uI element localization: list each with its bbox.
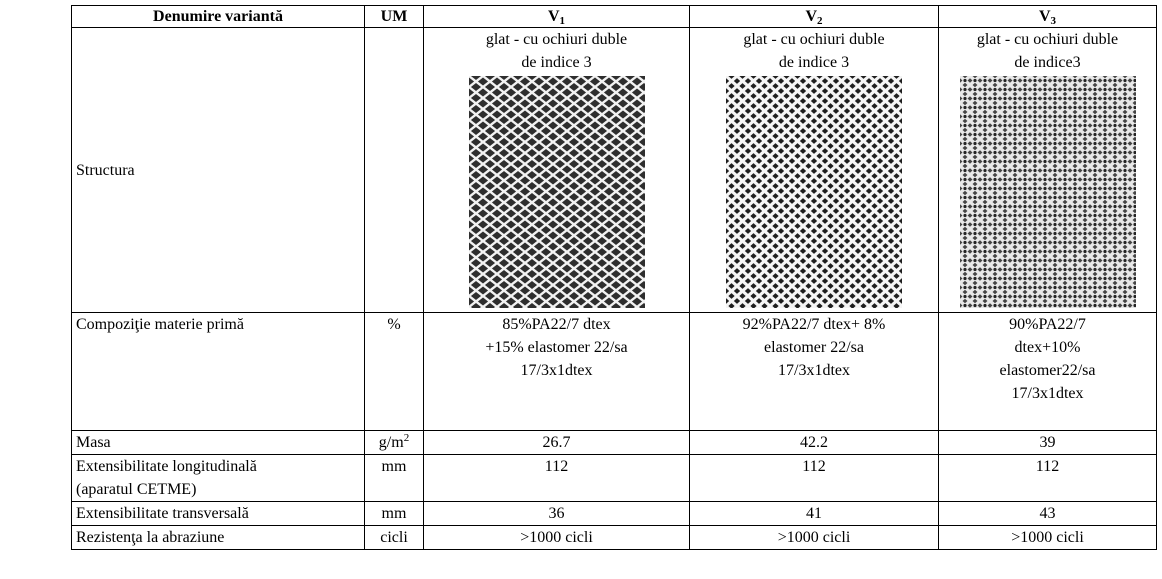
text: Denumire variantă (153, 8, 283, 25)
text-line: 17/3x1dtex (428, 359, 685, 382)
text-line: 17/3x1dtex (943, 382, 1152, 405)
text: V (805, 8, 817, 25)
mesh-image (726, 76, 902, 308)
text-line: (aparatul CETME) (76, 478, 360, 501)
subscript: 2 (817, 15, 823, 27)
mesh-image (469, 76, 645, 308)
text: mm (382, 505, 407, 522)
table-row: Rezistenţa la abraziune cicli >1000 cicli >… (72, 526, 1157, 550)
text-line: Extensibilitate longitudinală (76, 455, 360, 478)
text-line: de indice3 (943, 51, 1152, 74)
unit-cell: mm (365, 502, 424, 526)
text-line: >1000 cicli (943, 526, 1152, 549)
value-cell: >1000 cicli (424, 526, 690, 550)
subscript: 3 (1051, 15, 1057, 27)
subscript: 1 (560, 15, 566, 27)
header-cell: V2 (690, 6, 939, 28)
text-line: 26.7 (428, 431, 685, 454)
text-line: 85%PA22/7 dtex (428, 313, 685, 336)
unit-cell (365, 28, 424, 313)
page: Denumire variantăUMV1V2V3 Structuraglat … (0, 0, 1162, 579)
text-line: glat - cu ochiuri duble (943, 28, 1152, 51)
text-line: 42.2 (694, 431, 934, 454)
text: V (1039, 8, 1051, 25)
text-line: 17/3x1dtex (694, 359, 934, 382)
header-cell: V1 (424, 6, 690, 28)
table-row: Extensibilitate transversală mm 36 41 43 (72, 502, 1157, 526)
text-line: 90%PA22/7 (943, 313, 1152, 336)
text-line: 112 (428, 455, 685, 478)
unit-cell: cicli (365, 526, 424, 550)
header-cell: Denumire variantă (72, 6, 365, 28)
value-cell: 112 (690, 455, 939, 502)
text-line: 39 (943, 431, 1152, 454)
text-line: 92%PA22/7 dtex+ 8% (694, 313, 934, 336)
table-row: Compoziţie materie primă% 85%PA22/7 dtex+… (72, 313, 1157, 431)
unit-cell: % (365, 313, 424, 431)
value-cell: 36 (424, 502, 690, 526)
text: g/m (379, 434, 404, 451)
unit-cell: mm (365, 455, 424, 502)
row-label: Masa (72, 431, 365, 455)
value-cell: 26.7 (424, 431, 690, 455)
unit-cell: g/m2 (365, 431, 424, 455)
text-line: 112 (694, 455, 934, 478)
value-cell: 39 (939, 431, 1157, 455)
value-cell: 112 (939, 455, 1157, 502)
text: V (548, 8, 560, 25)
text-line: glat - cu ochiuri duble (428, 28, 685, 51)
text: mm (382, 458, 407, 475)
text-line: elastomer 22/sa (694, 336, 934, 359)
row-label: Structura (72, 28, 365, 313)
text-line: +15% elastomer 22/sa (428, 336, 685, 359)
superscript: 2 (404, 432, 410, 444)
text-line: Structura (76, 159, 360, 182)
text-line: >1000 cicli (694, 526, 934, 549)
text-line: 112 (943, 455, 1152, 478)
mesh-image (960, 76, 1136, 308)
header-cell: UM (365, 6, 424, 28)
text-line: glat - cu ochiuri duble (694, 28, 934, 51)
value-cell: 42.2 (690, 431, 939, 455)
row-label: Extensibilitate longitudinală(aparatul C… (72, 455, 365, 502)
value-cell: >1000 cicli (690, 526, 939, 550)
text-line: dtex+10% (943, 336, 1152, 359)
value-cell: 43 (939, 502, 1157, 526)
row-label: Compoziţie materie primă (72, 313, 365, 431)
table-row: Extensibilitate longitudinală(aparatul C… (72, 455, 1157, 502)
value-cell: >1000 cicli (939, 526, 1157, 550)
text-line: Extensibilitate transversală (76, 502, 360, 525)
row-label: Rezistenţa la abraziune (72, 526, 365, 550)
text-line: 41 (694, 502, 934, 525)
text-line: de indice 3 (428, 51, 685, 74)
text-line: 36 (428, 502, 685, 525)
text-line: Compoziţie materie primă (76, 313, 360, 336)
text-line: 43 (943, 502, 1152, 525)
text-line: Masa (76, 431, 360, 454)
header-cell: V3 (939, 6, 1157, 28)
text-line: de indice 3 (694, 51, 934, 74)
text-line: Rezistenţa la abraziune (76, 526, 360, 549)
value-cell: 112 (424, 455, 690, 502)
value-cell: 41 (690, 502, 939, 526)
text: UM (381, 8, 408, 25)
text: cicli (380, 529, 408, 546)
text-line: elastomer22/sa (943, 359, 1152, 382)
text-line: >1000 cicli (428, 526, 685, 549)
row-label: Extensibilitate transversală (72, 502, 365, 526)
text: % (387, 316, 400, 333)
